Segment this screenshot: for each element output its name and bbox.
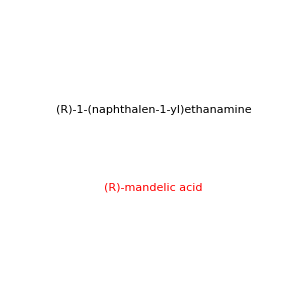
Text: (R)-1-(naphthalen-1-yl)ethanamine: (R)-1-(naphthalen-1-yl)ethanamine [56, 105, 252, 115]
Text: (R)-mandelic acid: (R)-mandelic acid [104, 182, 203, 192]
